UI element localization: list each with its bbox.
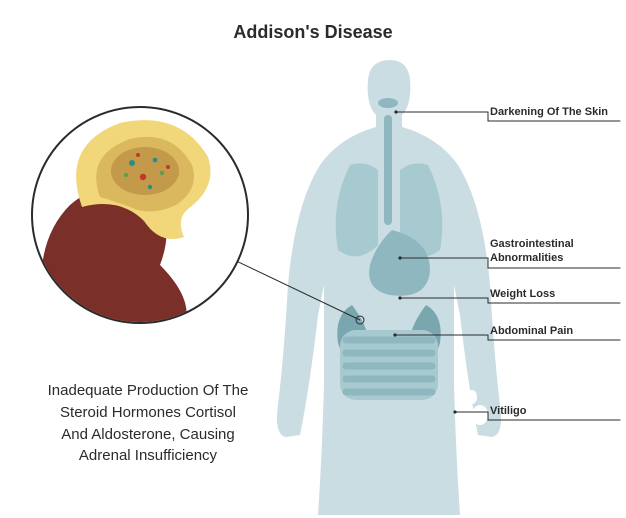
inset-caption: Inadequate Production Of The Steroid Hor…: [28, 380, 268, 467]
symptom-weight-loss: Weight Loss: [490, 288, 626, 302]
infographic-canvas: Addison's Disease: [0, 0, 626, 518]
symptom-gi-abnormalities: Gastrointestinal Abnormalities: [490, 238, 626, 266]
symptom-darkening-skin: Darkening Of The Skin: [490, 106, 626, 120]
symptom-abdominal-pain: Abdominal Pain: [490, 325, 626, 339]
symptom-vitiligo: Vitiligo: [490, 405, 626, 419]
